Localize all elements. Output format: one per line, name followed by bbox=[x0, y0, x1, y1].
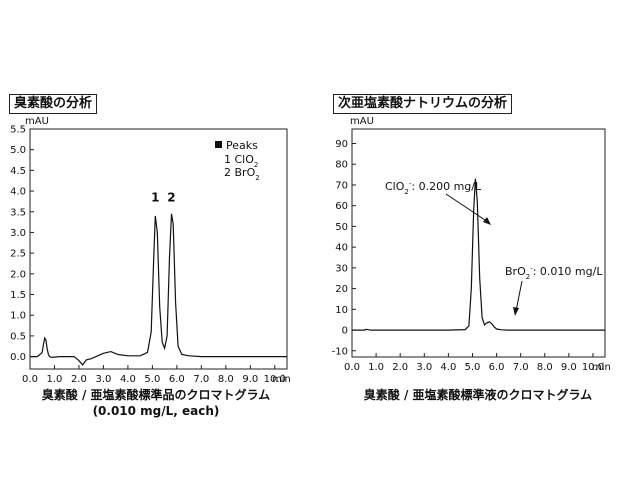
plot-frame-right bbox=[351, 128, 606, 358]
peak-label: 1 bbox=[151, 191, 159, 205]
peak-label: 2 bbox=[167, 191, 175, 205]
y-tick-label: 70 bbox=[335, 180, 348, 191]
annotation-arrow-clo2 bbox=[445, 193, 489, 223]
caption-left-line1: 臭素酸 / 亜塩素酸標準品のクロマトグラム bbox=[42, 387, 270, 402]
chromatogram-trace-left bbox=[30, 213, 287, 366]
y-tick-label: 50 bbox=[335, 222, 348, 233]
y-unit-left: mAU bbox=[25, 116, 49, 127]
x-tick-label: 3.0 bbox=[95, 374, 111, 385]
y-tick-label: 80 bbox=[335, 160, 348, 171]
x-tick-label: 10.0 bbox=[264, 374, 286, 385]
legend-title: Peaks bbox=[226, 139, 258, 152]
x-tick-label: 10.0 bbox=[582, 362, 604, 373]
panel-title-right: 次亜塩素酸ナトリウムの分析 bbox=[333, 94, 513, 114]
y-tick-label: 20 bbox=[335, 284, 348, 295]
y-tick-label: 0 bbox=[342, 326, 348, 337]
x-tick-label: 9.0 bbox=[561, 362, 577, 373]
annotation-arrowhead-bro2 bbox=[513, 307, 519, 316]
y-tick-label: 2.0 bbox=[10, 269, 26, 280]
x-tick-label: 2.0 bbox=[71, 374, 87, 385]
y-tick-label: -10 bbox=[332, 346, 348, 357]
x-tick-label: 2.0 bbox=[392, 362, 408, 373]
plot-frame-left bbox=[29, 128, 288, 370]
annotation-arrowhead-clo2 bbox=[483, 217, 491, 225]
caption-right-line1: 臭素酸 / 亜塩素酸標準液のクロマトグラム bbox=[364, 387, 592, 402]
y-unit-right: mAU bbox=[350, 116, 374, 127]
annotation-bro2: BrO2-: 0.010 mg/L bbox=[505, 265, 603, 281]
panel-title-left: 臭素酸の分析 bbox=[9, 94, 98, 114]
x-tick-label: 3.0 bbox=[416, 362, 432, 373]
x-tick-label: 1.0 bbox=[47, 374, 63, 385]
x-tick-label: 6.0 bbox=[489, 362, 505, 373]
x-tick-label: 8.0 bbox=[218, 374, 234, 385]
legend-marker bbox=[215, 141, 222, 148]
x-tick-label: 9.0 bbox=[242, 374, 258, 385]
annotation-arrow-bro2 bbox=[515, 280, 523, 312]
x-unit-right: min bbox=[592, 362, 611, 373]
y-tick-label: 90 bbox=[335, 139, 348, 150]
chart-left: mAU min 0.0 1.0 2.0 3.0 4.0 5.0 6.0 7.0 8.0 9.0 10… bbox=[10, 116, 291, 418]
y-tick-label: 0.5 bbox=[10, 331, 26, 342]
y-tick-label: 2.5 bbox=[10, 249, 26, 260]
x-tick-label: 7.0 bbox=[193, 374, 209, 385]
legend-item-2: 2 BrO2 bbox=[224, 166, 260, 182]
x-tick-label: 0.0 bbox=[22, 374, 38, 385]
y-tick-label: 40 bbox=[335, 243, 348, 254]
y-tick-label: 5.0 bbox=[10, 145, 26, 156]
x-tick-label: 5.0 bbox=[465, 362, 481, 373]
x-tick-label: 4.0 bbox=[120, 374, 136, 385]
y-tick-label: 3.5 bbox=[10, 207, 26, 218]
y-tick-label: 0.0 bbox=[10, 352, 26, 363]
y-tick-label: 3.0 bbox=[10, 228, 26, 239]
chart-right: mAU min 0.0 1.0 2.0 3.0 4.0 5.0 6.0 7.0 8.0 9.0 10… bbox=[332, 116, 611, 402]
x-tick-label: 0.0 bbox=[344, 362, 360, 373]
y-tick-label: 1.0 bbox=[10, 311, 26, 322]
caption-left-line2: (0.010 mg/L, each) bbox=[93, 404, 220, 418]
legend-item-1: 1 ClO2 bbox=[224, 153, 258, 169]
x-tick-label: 6.0 bbox=[169, 374, 185, 385]
x-unit-left: min bbox=[272, 374, 291, 385]
x-tick-label: 1.0 bbox=[368, 362, 384, 373]
y-tick-label: 60 bbox=[335, 201, 348, 212]
x-tick-label: 4.0 bbox=[440, 362, 456, 373]
y-tick-label: 4.0 bbox=[10, 187, 26, 198]
y-tick-label: 4.5 bbox=[10, 166, 26, 177]
annotation-clo2: ClO2-: 0.200 mg/L bbox=[385, 180, 482, 196]
y-tick-label: 10 bbox=[335, 305, 348, 316]
y-tick-label: 5.5 bbox=[10, 125, 26, 136]
y-tick-label: 1.5 bbox=[10, 290, 26, 301]
x-tick-label: 5.0 bbox=[144, 374, 160, 385]
y-tick-label: 30 bbox=[335, 263, 348, 274]
chromatogram-trace-right bbox=[352, 178, 605, 331]
x-tick-label: 8.0 bbox=[537, 362, 553, 373]
x-tick-label: 7.0 bbox=[513, 362, 529, 373]
